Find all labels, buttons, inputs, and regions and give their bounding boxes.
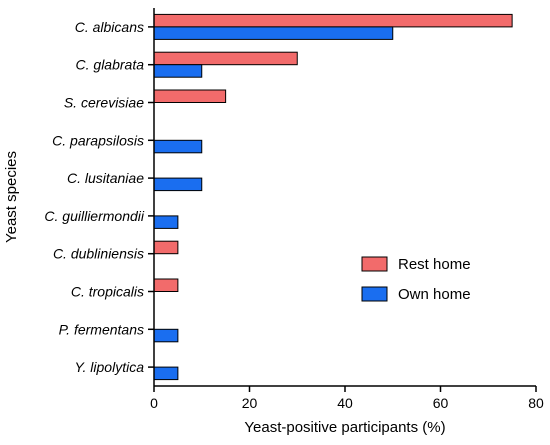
category-label: Y. lipolytica <box>74 359 144 375</box>
y-axis-ticks <box>148 26 154 368</box>
bar-rest-home <box>153 51 298 66</box>
bar-own-home <box>153 139 203 154</box>
bar-rest-home <box>153 240 179 255</box>
bar-rest-home <box>153 89 227 103</box>
legend-swatch-own-home <box>361 286 388 302</box>
x-axis-ticks: 0 20 40 60 80 <box>150 386 544 411</box>
bar-own-home <box>153 366 179 381</box>
x-axis-title: Yeast-positive participants (%) <box>244 419 445 436</box>
x-tick-label: 80 <box>528 395 544 411</box>
legend-label-own-home: Own home <box>398 286 471 303</box>
category-label: C. albicans <box>75 19 144 35</box>
bar-own-home <box>153 64 203 78</box>
category-label: C. tropicalis <box>71 284 144 300</box>
bars-layer <box>153 13 513 381</box>
y-axis-title: Yeast species <box>3 151 20 243</box>
bar-rest-home <box>153 278 179 292</box>
x-tick-label: 0 <box>150 395 158 411</box>
bar-own-home <box>153 177 203 192</box>
category-label: C. glabrata <box>76 57 145 73</box>
bar-own-home <box>153 215 179 229</box>
legend: Rest home Own home <box>361 256 471 303</box>
category-label: C. parapsilosis <box>52 132 144 148</box>
bar-rest-home <box>153 13 513 28</box>
category-label: C. dubliniensis <box>53 246 144 262</box>
bar-own-home <box>153 26 394 40</box>
x-tick-label: 60 <box>433 395 449 411</box>
category-label: P. fermentans <box>59 321 144 337</box>
x-tick-label: 40 <box>337 395 353 411</box>
category-label: C. lusitaniae <box>67 170 144 186</box>
category-labels: C. albicans C. glabrata S. cerevisiae C. pa… <box>44 19 144 375</box>
bar-own-home <box>153 328 179 343</box>
category-label: S. cerevisiae <box>64 95 144 111</box>
legend-swatch-rest-home <box>361 256 388 272</box>
x-tick-label: 20 <box>242 395 258 411</box>
category-label: C. guilliermondii <box>44 208 144 224</box>
legend-label-rest-home: Rest home <box>398 256 471 273</box>
